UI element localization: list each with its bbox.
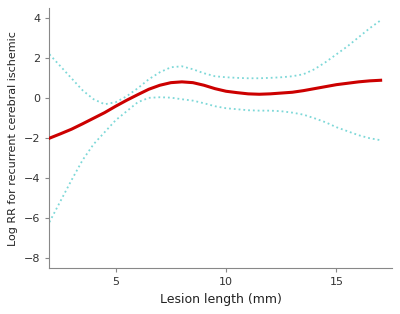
X-axis label: Lesion length (mm): Lesion length (mm) bbox=[160, 293, 282, 306]
Y-axis label: Log RR for recurrent cerebral ischemic: Log RR for recurrent cerebral ischemic bbox=[8, 31, 18, 246]
